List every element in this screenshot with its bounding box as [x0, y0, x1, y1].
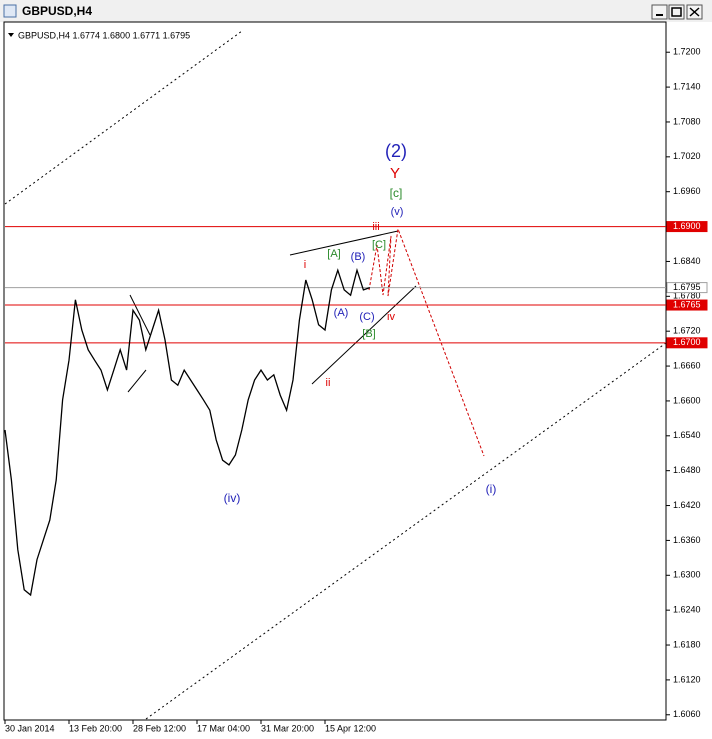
- wave-label: iv: [387, 311, 395, 323]
- x-tick-label: 31 Mar 20:00: [261, 723, 314, 733]
- y-tick-label: 1.6720: [673, 326, 701, 336]
- wedge-upper: [289, 230, 399, 256]
- price-line: [4, 267, 371, 597]
- y-tick-label: 1.6120: [673, 674, 701, 684]
- y-tick-label: 1.6600: [673, 395, 701, 405]
- x-tick-label: 30 Jan 2014: [5, 723, 55, 733]
- wave-label: (C): [359, 311, 374, 323]
- wave-label: Y: [390, 165, 400, 182]
- y-tick-label: 1.6420: [673, 500, 701, 510]
- level-label: 1.6795: [673, 282, 701, 292]
- y-tick-label: 1.7080: [673, 116, 701, 126]
- minimize-button[interactable]: [651, 4, 668, 20]
- level-label: 1.6700: [673, 337, 701, 347]
- y-tick-label: 1.6960: [673, 186, 701, 196]
- wave-label: ii: [326, 377, 331, 389]
- y-tick-label: 1.6360: [673, 535, 701, 545]
- window-title: GBPUSD,H4: [22, 4, 92, 18]
- level-label: 1.6765: [673, 299, 701, 309]
- level-tag: [666, 221, 708, 233]
- wave-label: [B]: [362, 328, 375, 340]
- y-tick-label: 1.6840: [673, 256, 701, 266]
- y-tick-label: 1.6300: [673, 570, 701, 580]
- level-tag: [666, 299, 708, 311]
- title-bar: [0, 0, 712, 22]
- wedge-lower: [311, 285, 417, 385]
- window-icon: [3, 4, 17, 18]
- wave-label: (2): [385, 141, 407, 161]
- y-tick-label: 1.6780: [673, 291, 701, 301]
- wave-label: i: [304, 259, 306, 271]
- y-tick-label: 1.6240: [673, 605, 701, 615]
- wave-label: (v): [391, 206, 404, 218]
- price-axis: 1.7200 1.7140 1.7080 1.7020 1.6960 1.6900 1.68…: [666, 47, 708, 719]
- info-arrow: [8, 33, 14, 37]
- channel-lower: [145, 342, 667, 720]
- price-series: [4, 267, 371, 597]
- x-tick-label: 17 Mar 04:00: [197, 723, 250, 733]
- wave-label: (A): [334, 307, 349, 319]
- close-icon: [689, 7, 700, 17]
- time-axis: 30 Jan 2014 13 Feb 20:00 28 Feb 12:00 17 Ma…: [4, 720, 376, 733]
- window-buttons[interactable]: [651, 4, 703, 20]
- y-tick-label: 1.6540: [673, 430, 701, 440]
- wave-label: iii: [372, 221, 379, 233]
- info-line: GBPUSD,H4 1.6774 1.6800 1.6771 1.6795: [18, 30, 190, 40]
- wave-label: (iv): [224, 491, 241, 505]
- pattern-lines: [127, 294, 151, 393]
- wave-label: [c]: [390, 186, 403, 200]
- wave-label: (B): [351, 251, 366, 263]
- plot-area: [3, 21, 667, 721]
- y-tick-label: 1.6060: [673, 709, 701, 719]
- y-tick-label: 1.6660: [673, 360, 701, 370]
- x-tick-label: 28 Feb 12:00: [133, 723, 186, 733]
- levels: [5, 226, 666, 344]
- projection: [368, 227, 485, 457]
- y-tick-label: 1.7140: [673, 81, 701, 91]
- wave-labels: (2) Y [c] (v) iii [C] [A] (B) i (A) (C) iv [B] ii (iv)…: [224, 141, 497, 505]
- level-label: 1.6900: [673, 221, 701, 231]
- maximize-icon: [671, 7, 682, 17]
- y-tick-label: 1.6480: [673, 465, 701, 475]
- x-tick-label: 15 Apr 12:00: [325, 723, 376, 733]
- level-tag: [666, 282, 708, 294]
- y-tick-label: 1.7200: [673, 47, 701, 57]
- channel-upper: [4, 30, 243, 205]
- wave-label: (i): [486, 482, 497, 496]
- wave-label: [A]: [327, 248, 340, 260]
- drawings: [4, 30, 667, 720]
- level-tag: [666, 337, 708, 349]
- x-tick-label: 13 Feb 20:00: [69, 723, 122, 733]
- wave-label: [C]: [372, 239, 386, 251]
- y-tick-label: 1.6180: [673, 639, 701, 649]
- y-tick-label: 1.7020: [673, 151, 701, 161]
